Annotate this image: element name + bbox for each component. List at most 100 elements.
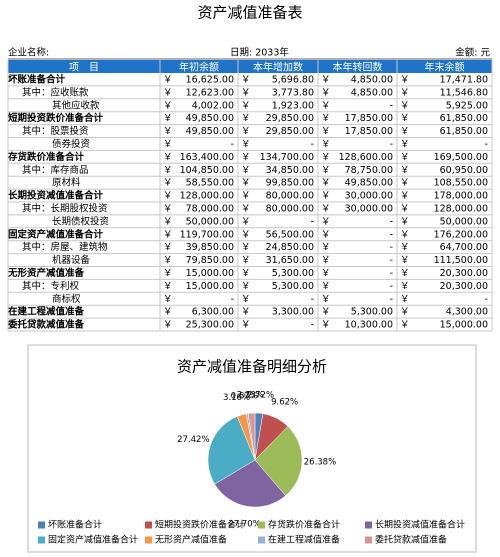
cell: -: [390, 268, 393, 279]
cell: 15,000.00: [440, 320, 488, 331]
cell: -: [390, 294, 393, 305]
cell: 56,500.00: [266, 229, 314, 240]
legend-label: 存货跌价准备合计: [268, 519, 340, 531]
cell: 24,850.00: [266, 242, 314, 253]
currency: ￥: [241, 320, 251, 331]
currency: ￥: [321, 255, 331, 266]
cell: 17,850.00: [345, 113, 393, 124]
legend-swatch: [38, 536, 45, 544]
currency: ￥: [241, 216, 251, 227]
currency: ￥: [400, 255, 410, 266]
currency: ￥: [241, 113, 251, 124]
currency: ￥: [163, 268, 173, 279]
row-label: 机器设备: [52, 254, 91, 266]
currency: ￥: [241, 203, 251, 214]
row-label: 长期投资减值准备合计: [8, 190, 104, 202]
currency: ￥: [241, 87, 251, 98]
cell: 12,623.00: [186, 87, 234, 98]
cell: 104,850.00: [180, 165, 234, 176]
currency: ￥: [241, 229, 251, 240]
slice-label: 26.38%: [304, 458, 336, 468]
currency: ￥: [400, 178, 410, 189]
currency: ￥: [400, 139, 410, 150]
cell: 4,850.00: [351, 87, 393, 98]
currency: ￥: [321, 307, 331, 318]
currency: ￥: [321, 203, 331, 214]
slice-label: 27.70%: [228, 520, 260, 530]
currency: ￥: [241, 191, 251, 202]
currency: ￥: [321, 74, 331, 85]
currency: ￥: [321, 281, 331, 292]
currency: ￥: [163, 100, 173, 111]
cell: 4,850.00: [351, 74, 393, 85]
cell: 163,400.00: [180, 152, 234, 163]
cell: 49,850.00: [345, 178, 393, 189]
column-header: 本年增加数: [253, 61, 303, 74]
currency: ￥: [400, 294, 410, 305]
legend-swatch: [145, 521, 152, 529]
row-label: 原材料: [52, 177, 81, 189]
cell: 169,500.00: [434, 152, 488, 163]
currency: ￥: [400, 281, 410, 292]
cell: 5,300.00: [351, 307, 393, 318]
cell: -: [311, 294, 314, 305]
company-label: 企业名称:: [8, 47, 49, 59]
currency: ￥: [400, 126, 410, 137]
cell: -: [311, 139, 314, 150]
cell: -: [390, 216, 393, 227]
currency: ￥: [163, 87, 173, 98]
pie-slice: [207, 416, 256, 485]
currency: ￥: [400, 113, 410, 124]
cell: -: [390, 100, 393, 111]
cell: -: [390, 242, 393, 253]
row-label: 其他应收款: [52, 99, 100, 111]
cell: 80,000.00: [266, 203, 314, 214]
currency: ￥: [163, 74, 173, 85]
row-label: 委托贷款减值准备: [7, 319, 85, 331]
currency: ￥: [163, 178, 173, 189]
currency: ￥: [241, 139, 251, 150]
legend-label: 在建工程减值准备: [268, 534, 340, 546]
cell: 176,200.00: [434, 229, 488, 240]
legend-label: 坏账准备合计: [48, 519, 102, 531]
cell: 128,600.00: [339, 152, 393, 163]
cell: 17,471.80: [440, 74, 488, 85]
row-label: 长期债权投资: [52, 215, 110, 227]
cell: 30,000.00: [345, 203, 393, 214]
column-header: 年末余额: [425, 61, 465, 74]
legend-label: 长期投资减值准备合计: [375, 519, 465, 531]
currency: ￥: [163, 255, 173, 266]
currency: ￥: [321, 268, 331, 279]
currency: ￥: [241, 294, 251, 305]
currency: ￥: [163, 229, 173, 240]
currency: ￥: [241, 268, 251, 279]
cell: 108,550.00: [434, 178, 488, 189]
cell: 31,650.00: [266, 255, 314, 266]
cell: 30,000.00: [345, 191, 393, 202]
slice-label: 0.67%: [231, 391, 258, 401]
slice-label: 9.62%: [271, 398, 298, 408]
cell: 49,850.00: [186, 126, 234, 137]
currency: ￥: [321, 242, 331, 253]
currency: ￥: [400, 87, 410, 98]
currency: ￥: [321, 126, 331, 137]
cell: 16,625.00: [186, 74, 234, 85]
cell: 61,850.00: [440, 126, 488, 137]
legend-swatch: [38, 521, 45, 529]
currency: ￥: [241, 74, 251, 85]
header-row: [8, 60, 492, 73]
cell: 5,300.00: [272, 268, 314, 279]
currency: ￥: [163, 281, 173, 292]
cell: 20,300.00: [440, 268, 488, 279]
row-label: 无形资产减值准备: [7, 267, 85, 279]
currency: ￥: [321, 229, 331, 240]
row-label: 其中：长期股权投资: [22, 202, 108, 214]
currency: ￥: [163, 203, 173, 214]
cell: 39,850.00: [186, 242, 234, 253]
cell: 1,923.00: [272, 100, 314, 111]
date-label: 日期: 2033年: [230, 47, 289, 59]
currency: ￥: [400, 320, 410, 331]
currency: ￥: [163, 191, 173, 202]
currency: ￥: [241, 165, 251, 176]
